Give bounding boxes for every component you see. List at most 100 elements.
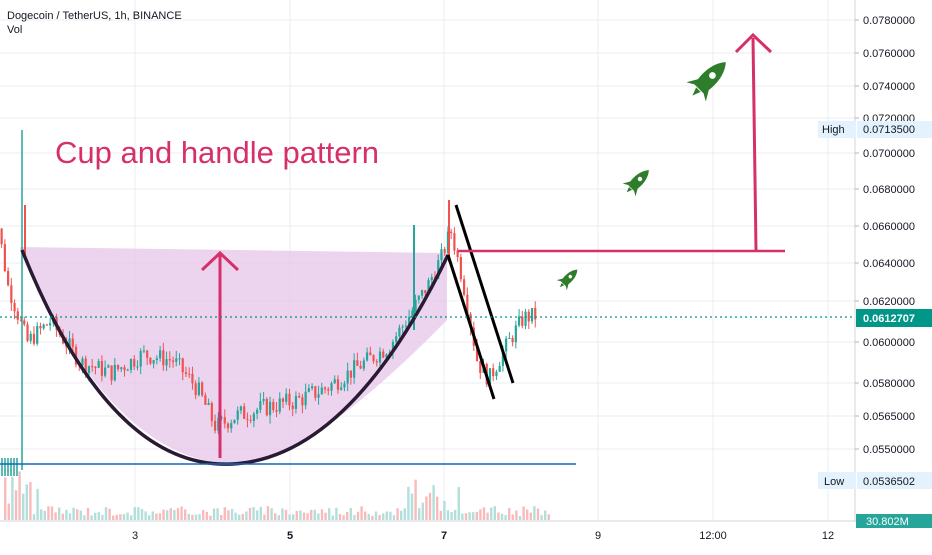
volume-bar <box>176 508 180 520</box>
volume-bar <box>428 492 432 520</box>
low-value: 0.0536502 <box>863 476 915 488</box>
candle-body <box>524 311 527 326</box>
candle-body <box>391 341 395 353</box>
volume-bar <box>328 508 331 520</box>
cup-depth-arrowhead <box>200 250 240 272</box>
volume-bar <box>457 487 460 520</box>
volume-bar <box>439 510 442 520</box>
candle-body <box>126 369 129 371</box>
candle-body <box>45 324 49 326</box>
candle-body <box>26 324 29 341</box>
candle-body <box>265 399 268 416</box>
candle-body <box>84 358 87 374</box>
candle-body <box>404 325 407 327</box>
candle-body <box>133 359 136 367</box>
price-tick-label: 0.0640000 <box>863 258 915 270</box>
volume-bar <box>284 509 288 520</box>
volume-bar <box>22 493 25 520</box>
candle-body <box>330 383 333 391</box>
candle-body <box>233 419 236 424</box>
volume-bar <box>500 513 504 520</box>
volume-bar <box>169 508 172 520</box>
candle-body <box>23 320 26 325</box>
candle-body <box>385 354 388 358</box>
candle-body <box>217 417 220 431</box>
volume-bar <box>115 514 118 520</box>
volume-bar <box>364 511 367 520</box>
volume-bar <box>335 507 338 520</box>
time-axis-bg <box>0 521 856 550</box>
volume-bar <box>490 507 493 520</box>
candle-body <box>87 366 91 374</box>
price-tick-label: 0.0620000 <box>863 296 915 308</box>
candle-body <box>272 401 275 411</box>
volume-bar <box>349 507 352 520</box>
candle-body <box>207 403 210 405</box>
candle-body <box>139 351 142 367</box>
volume-bar <box>162 509 165 520</box>
volume-badge-bg <box>856 514 932 528</box>
candle-body <box>91 366 94 368</box>
candle-body <box>68 338 71 348</box>
volume-bar <box>205 511 208 520</box>
volume-bar <box>302 512 306 520</box>
volume-bar <box>7 503 10 520</box>
volume-bar <box>234 512 237 520</box>
candle-body <box>453 233 456 251</box>
volume-bar <box>126 512 129 520</box>
candle-body <box>155 358 158 361</box>
candle-body <box>501 351 505 366</box>
volume-bar <box>259 506 262 520</box>
volume-bar <box>461 513 464 520</box>
candle-body <box>278 398 281 412</box>
volume-bar <box>288 514 291 520</box>
candle-body <box>110 365 113 381</box>
volume-bar <box>320 509 324 520</box>
volume-bar <box>547 514 550 520</box>
candle-body <box>505 338 508 352</box>
candle-body <box>408 316 411 326</box>
volume-bar <box>108 508 111 520</box>
volume-bar <box>493 506 496 520</box>
candle-body <box>165 359 168 366</box>
time-tick-label: 9 <box>595 530 601 542</box>
volume-bar <box>4 477 7 520</box>
candle-body <box>239 406 243 411</box>
candle-body <box>142 350 146 352</box>
cup-shaded-area <box>20 247 447 465</box>
candle-body <box>178 358 181 360</box>
price-tick-label: 0.0550000 <box>863 444 915 456</box>
volume-bar <box>230 508 234 520</box>
candle-body <box>327 389 330 391</box>
candle-body <box>32 333 36 344</box>
volume-bar <box>144 511 147 520</box>
candle-body <box>275 410 278 412</box>
candle-body <box>146 350 149 358</box>
candle-body <box>42 324 45 329</box>
candle-body <box>304 391 307 406</box>
volume-bar <box>47 506 50 520</box>
time-axis[interactable]: 3 5 7 9 12:00 12 <box>0 520 856 550</box>
candle-body <box>0 228 3 245</box>
price-tick-label: 0.0565000 <box>863 411 915 423</box>
candle-body <box>223 417 226 424</box>
price-axis[interactable]: 0.07800000.07600000.07400000.07200000.07… <box>818 0 932 550</box>
volume-bar <box>248 507 252 520</box>
volume-bar <box>151 511 154 520</box>
high-label-bg <box>818 121 856 138</box>
volume-bar <box>11 476 14 520</box>
volume-bar <box>187 513 190 520</box>
volume-bar <box>515 510 518 520</box>
volume-bar <box>18 471 21 520</box>
candle-body <box>116 364 120 370</box>
candle-body <box>81 358 84 366</box>
candle-body <box>171 360 175 362</box>
volume-bar <box>54 512 57 520</box>
volume-bar <box>374 511 378 520</box>
volume-bar <box>533 506 536 520</box>
cup-fill-region <box>20 247 447 465</box>
candle-body <box>495 371 498 377</box>
volume-bar <box>140 508 144 520</box>
